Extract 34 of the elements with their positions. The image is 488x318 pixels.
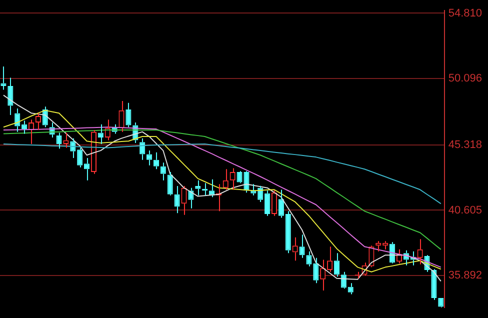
candlestick [320,259,326,291]
y-tick-label: 35.892 [448,270,482,282]
candlestick [140,138,146,160]
candlestick [8,77,14,116]
candlestick [438,298,444,307]
candlestick [264,190,270,216]
candlestick [160,162,166,181]
candlestick [77,147,83,168]
candlestick [285,210,291,254]
candlestick [174,186,180,214]
candlestick [313,257,319,284]
candlestick [98,124,104,145]
y-tick-label: 40.605 [448,204,482,216]
candlestick [299,234,305,258]
candlestick [195,180,201,196]
y-tick-label: 45.318 [448,138,482,151]
candlestick [271,190,278,216]
candlestick [22,120,28,134]
candlestick [278,189,284,218]
candlestick [90,130,97,174]
candlestick [431,268,437,300]
candlestick [334,252,340,278]
candlestick [327,246,333,272]
candlestick [250,184,256,196]
candlestick [167,172,173,196]
candlestick [348,282,354,295]
y-tick-label: 54.810 [448,7,482,20]
candlestick [118,100,124,132]
candlestick [181,186,187,216]
y-tick-label: 50.096 [448,72,482,85]
candlestick [146,150,152,166]
candlestick [14,108,20,132]
candlestick [306,250,312,267]
candlestick [126,102,132,128]
